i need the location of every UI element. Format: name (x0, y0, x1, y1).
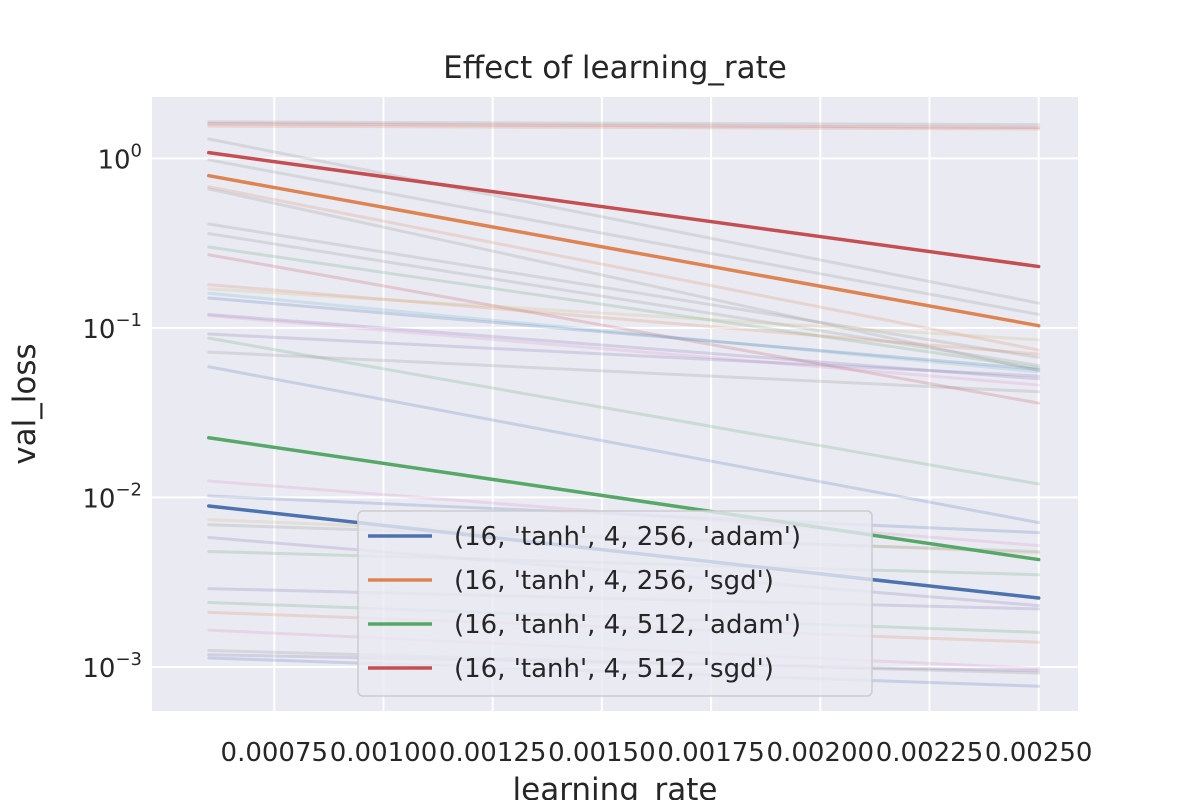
x-tick-label: 0.00100 (330, 738, 438, 768)
y-axis-ticks: 100 10−1 10−2 10−3 (82, 140, 142, 684)
x-tick-label: 0.00175 (657, 738, 765, 768)
y-axis-label: val_loss (7, 343, 43, 464)
background-series-line (207, 287, 1041, 342)
y-tick-label: 10−2 (82, 479, 142, 514)
legend-entry-label: (16, 'tanh', 4, 256, 'sgd') (454, 566, 774, 596)
background-series-line (207, 137, 1041, 305)
background-series-line (207, 296, 1041, 371)
x-axis-ticks: 0.00075 0.00100 0.00125 0.00150 0.00175 0.002… (221, 738, 1093, 768)
x-tick-label: 0.00250 (985, 738, 1093, 768)
x-axis-label: learning_rate (513, 772, 718, 800)
background-series-group (207, 120, 1041, 688)
background-series-line (207, 158, 1041, 316)
background-series-line (207, 314, 1041, 387)
background-series-line (207, 336, 1041, 486)
x-tick-label: 0.00075 (221, 738, 329, 768)
x-tick-label: 0.00225 (876, 738, 984, 768)
x-tick-label: 0.00150 (548, 738, 656, 768)
background-series-line (207, 350, 1041, 394)
background-series-line (207, 232, 1041, 367)
y-tick-label: 100 (97, 140, 142, 175)
background-series-line (207, 291, 1041, 374)
legend-entry-label: (16, 'tanh', 4, 512, 'sgd') (454, 654, 774, 684)
background-series-line (207, 283, 1041, 356)
series-line-3 (207, 435, 1041, 562)
series-line-4 (207, 150, 1041, 269)
background-series-line (207, 222, 1041, 359)
legend-entry-label: (16, 'tanh', 4, 512, 'adam') (454, 610, 801, 640)
legend: (16, 'tanh', 4, 256, 'adam') (16, 'tanh',… (357, 510, 873, 697)
background-series-line (207, 124, 1041, 131)
legend-frame (357, 510, 873, 697)
y-tick-label: 10−3 (82, 649, 142, 684)
y-tick-label: 10−1 (82, 310, 142, 345)
background-series-line (207, 365, 1041, 525)
background-series-line (207, 122, 1041, 129)
background-series-line (207, 253, 1041, 405)
legend-entry-label: (16, 'tanh', 4, 256, 'adam') (454, 522, 801, 552)
background-series-line (207, 245, 1041, 370)
background-series-line (207, 120, 1041, 127)
chart-title: Effect of learning_rate (443, 50, 787, 86)
background-series-line (207, 312, 1041, 381)
background-series-line (207, 187, 1041, 373)
background-series-line (207, 332, 1041, 378)
x-tick-label: 0.00200 (767, 738, 875, 768)
background-series-line (207, 185, 1041, 352)
x-tick-label: 0.00125 (439, 738, 547, 768)
series-line-2 (207, 173, 1041, 328)
